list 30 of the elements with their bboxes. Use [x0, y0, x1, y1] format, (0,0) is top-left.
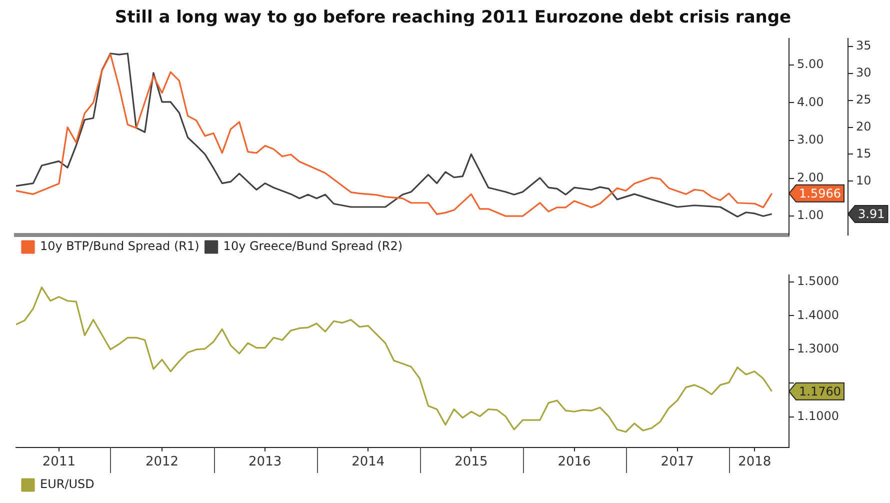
x-tick-label: 2016 — [558, 454, 591, 470]
y2-tick-label: 15 — [856, 146, 872, 160]
x-tick-label: 2013 — [248, 454, 282, 470]
x-tick-label: 2012 — [145, 454, 179, 470]
legend-label: 10y Greece/Bund Spread (R2) — [223, 239, 403, 254]
x-tick-label: 2014 — [352, 454, 385, 470]
text: 3.91 — [858, 207, 885, 222]
y-tick-label: 1.1000 — [797, 409, 839, 424]
text: 1.5966 — [799, 186, 841, 201]
y2-tick-label: 10 — [856, 173, 872, 188]
y2-tick-label: 25 — [856, 92, 872, 106]
x-tick-label: 2017 — [660, 454, 694, 470]
y-tick-label: 1.5000 — [797, 274, 839, 288]
y-tick-label: 2.00 — [797, 170, 824, 184]
chart-title: Still a long way to go before reaching 2011 Eurozone debt crisis range — [114, 8, 792, 28]
legend-label: EUR/USD — [40, 477, 94, 492]
y-tick-label: 1.4000 — [797, 308, 839, 322]
x-tick-label: 2018 — [738, 454, 772, 470]
y2-tick-label: 20 — [856, 119, 872, 134]
y2-tick-label: 35 — [856, 38, 872, 53]
x-tick-label: 2015 — [454, 454, 488, 470]
legend-label: 10y BTP/Bund Spread (R1) — [40, 239, 200, 254]
x-tick-label: 2011 — [42, 454, 76, 470]
y-tick-label: 1.3000 — [797, 342, 839, 356]
y-tick-label: 4.00 — [797, 94, 824, 109]
y2-tick-label: 30 — [856, 66, 872, 80]
y-tick-label: 1.00 — [797, 208, 824, 222]
y-tick-label: 5.00 — [797, 56, 824, 71]
y-tick-label: 3.00 — [797, 132, 824, 147]
text: 1.1760 — [799, 384, 841, 398]
